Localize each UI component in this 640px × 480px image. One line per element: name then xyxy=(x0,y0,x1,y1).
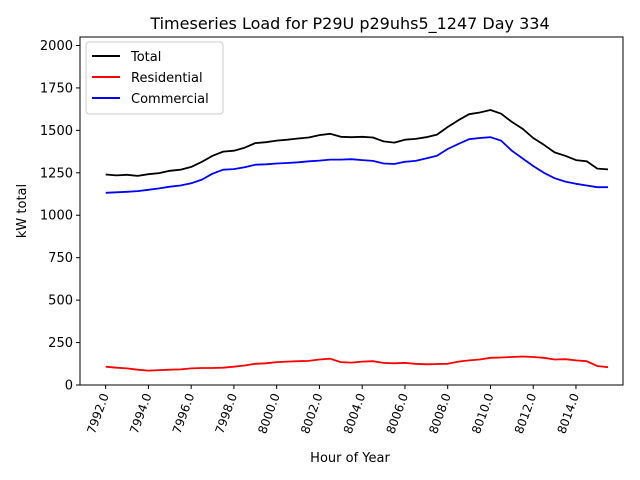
chart-title: Timeseries Load for P29U p29uhs5_1247 Da… xyxy=(149,14,549,34)
y-tick-label: 1000 xyxy=(40,209,73,224)
legend-label-total: Total xyxy=(130,50,161,65)
y-axis-label: kW total xyxy=(15,184,30,238)
legend-label-residential: Residential xyxy=(131,71,203,86)
legend-box xyxy=(85,41,224,115)
y-tick-label: 1500 xyxy=(40,124,73,139)
y-tick-label: 1750 xyxy=(40,81,73,96)
series-layer xyxy=(105,109,609,372)
y-tick-label: 0 xyxy=(65,379,73,394)
legend-label-commercial: Commercial xyxy=(131,92,209,107)
plot-frame xyxy=(79,36,624,386)
y-tick-label: 1250 xyxy=(40,166,73,181)
series-line-commercial xyxy=(105,136,608,194)
y-tick-label: 250 xyxy=(48,336,73,351)
y-tick-label: 500 xyxy=(48,294,73,309)
legend: Total Residential Commercial xyxy=(85,41,224,115)
series-line-total xyxy=(105,109,609,177)
y-tick-label: 2000 xyxy=(40,39,73,54)
y-tick-label: 750 xyxy=(48,251,73,266)
x-axis-label: Hour of Year xyxy=(310,451,390,466)
series-line-residential xyxy=(105,355,609,372)
